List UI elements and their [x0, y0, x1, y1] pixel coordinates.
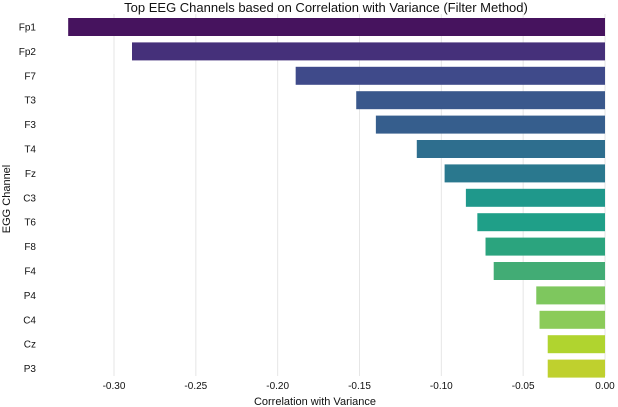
bar-fp1 [68, 18, 605, 36]
bar-f8 [485, 237, 605, 256]
bar-t3 [356, 91, 605, 110]
bar-c4 [539, 310, 605, 329]
bar-cz [547, 335, 605, 354]
bar-p4 [536, 286, 605, 305]
y-tick-label: Fz [25, 169, 36, 180]
y-tick-labels: Fp1 Fp2 F7 T3 F3 T4 Fz C3 T6 F8 F4 P4 C4 Cz P3 [19, 23, 37, 376]
bar-f4 [493, 262, 605, 280]
y-tick-label: T6 [24, 218, 36, 229]
x-tick-label: 0.00 [595, 381, 615, 392]
y-tick-label: Fp1 [19, 23, 37, 34]
x-tick-label: -0.20 [266, 381, 289, 392]
y-tick-label: F7 [24, 71, 36, 82]
x-tick-label: -0.25 [184, 381, 207, 392]
y-axis-label: EGG Channel [1, 165, 13, 233]
chart-title: Top EEG Channels based on Correlation wi… [124, 0, 528, 15]
x-tick-label: -0.15 [348, 381, 371, 392]
bar-t6 [477, 213, 605, 232]
bar-p3 [547, 359, 605, 378]
bar-fp2 [132, 42, 605, 61]
y-tick-label: F4 [24, 267, 36, 278]
bar-f7 [295, 66, 605, 85]
bar-t4 [416, 140, 605, 158]
x-axis-label: Correlation with Variance [254, 396, 376, 407]
y-tick-label: C4 [23, 315, 36, 326]
y-tick-label: F3 [24, 120, 36, 131]
x-tick-label: -0.10 [430, 381, 453, 392]
y-tick-label: Fp2 [19, 47, 37, 58]
y-tick-label: P4 [24, 291, 37, 302]
bar-f3 [375, 115, 605, 134]
x-tick-label: -0.30 [103, 381, 126, 392]
bar-fz [444, 164, 605, 183]
y-tick-label: T3 [24, 96, 36, 107]
y-tick-label: Cz [24, 340, 36, 351]
y-tick-label: F8 [24, 242, 36, 253]
x-tick-labels: -0.30 -0.25 -0.20 -0.15 -0.10 -0.05 0.00 [103, 381, 616, 392]
bar-c3 [465, 188, 605, 207]
bars [68, 18, 605, 378]
y-tick-label: C3 [23, 193, 36, 204]
x-tick-label: -0.05 [512, 381, 535, 392]
y-tick-label: P3 [24, 364, 37, 375]
y-tick-label: T4 [24, 145, 36, 156]
